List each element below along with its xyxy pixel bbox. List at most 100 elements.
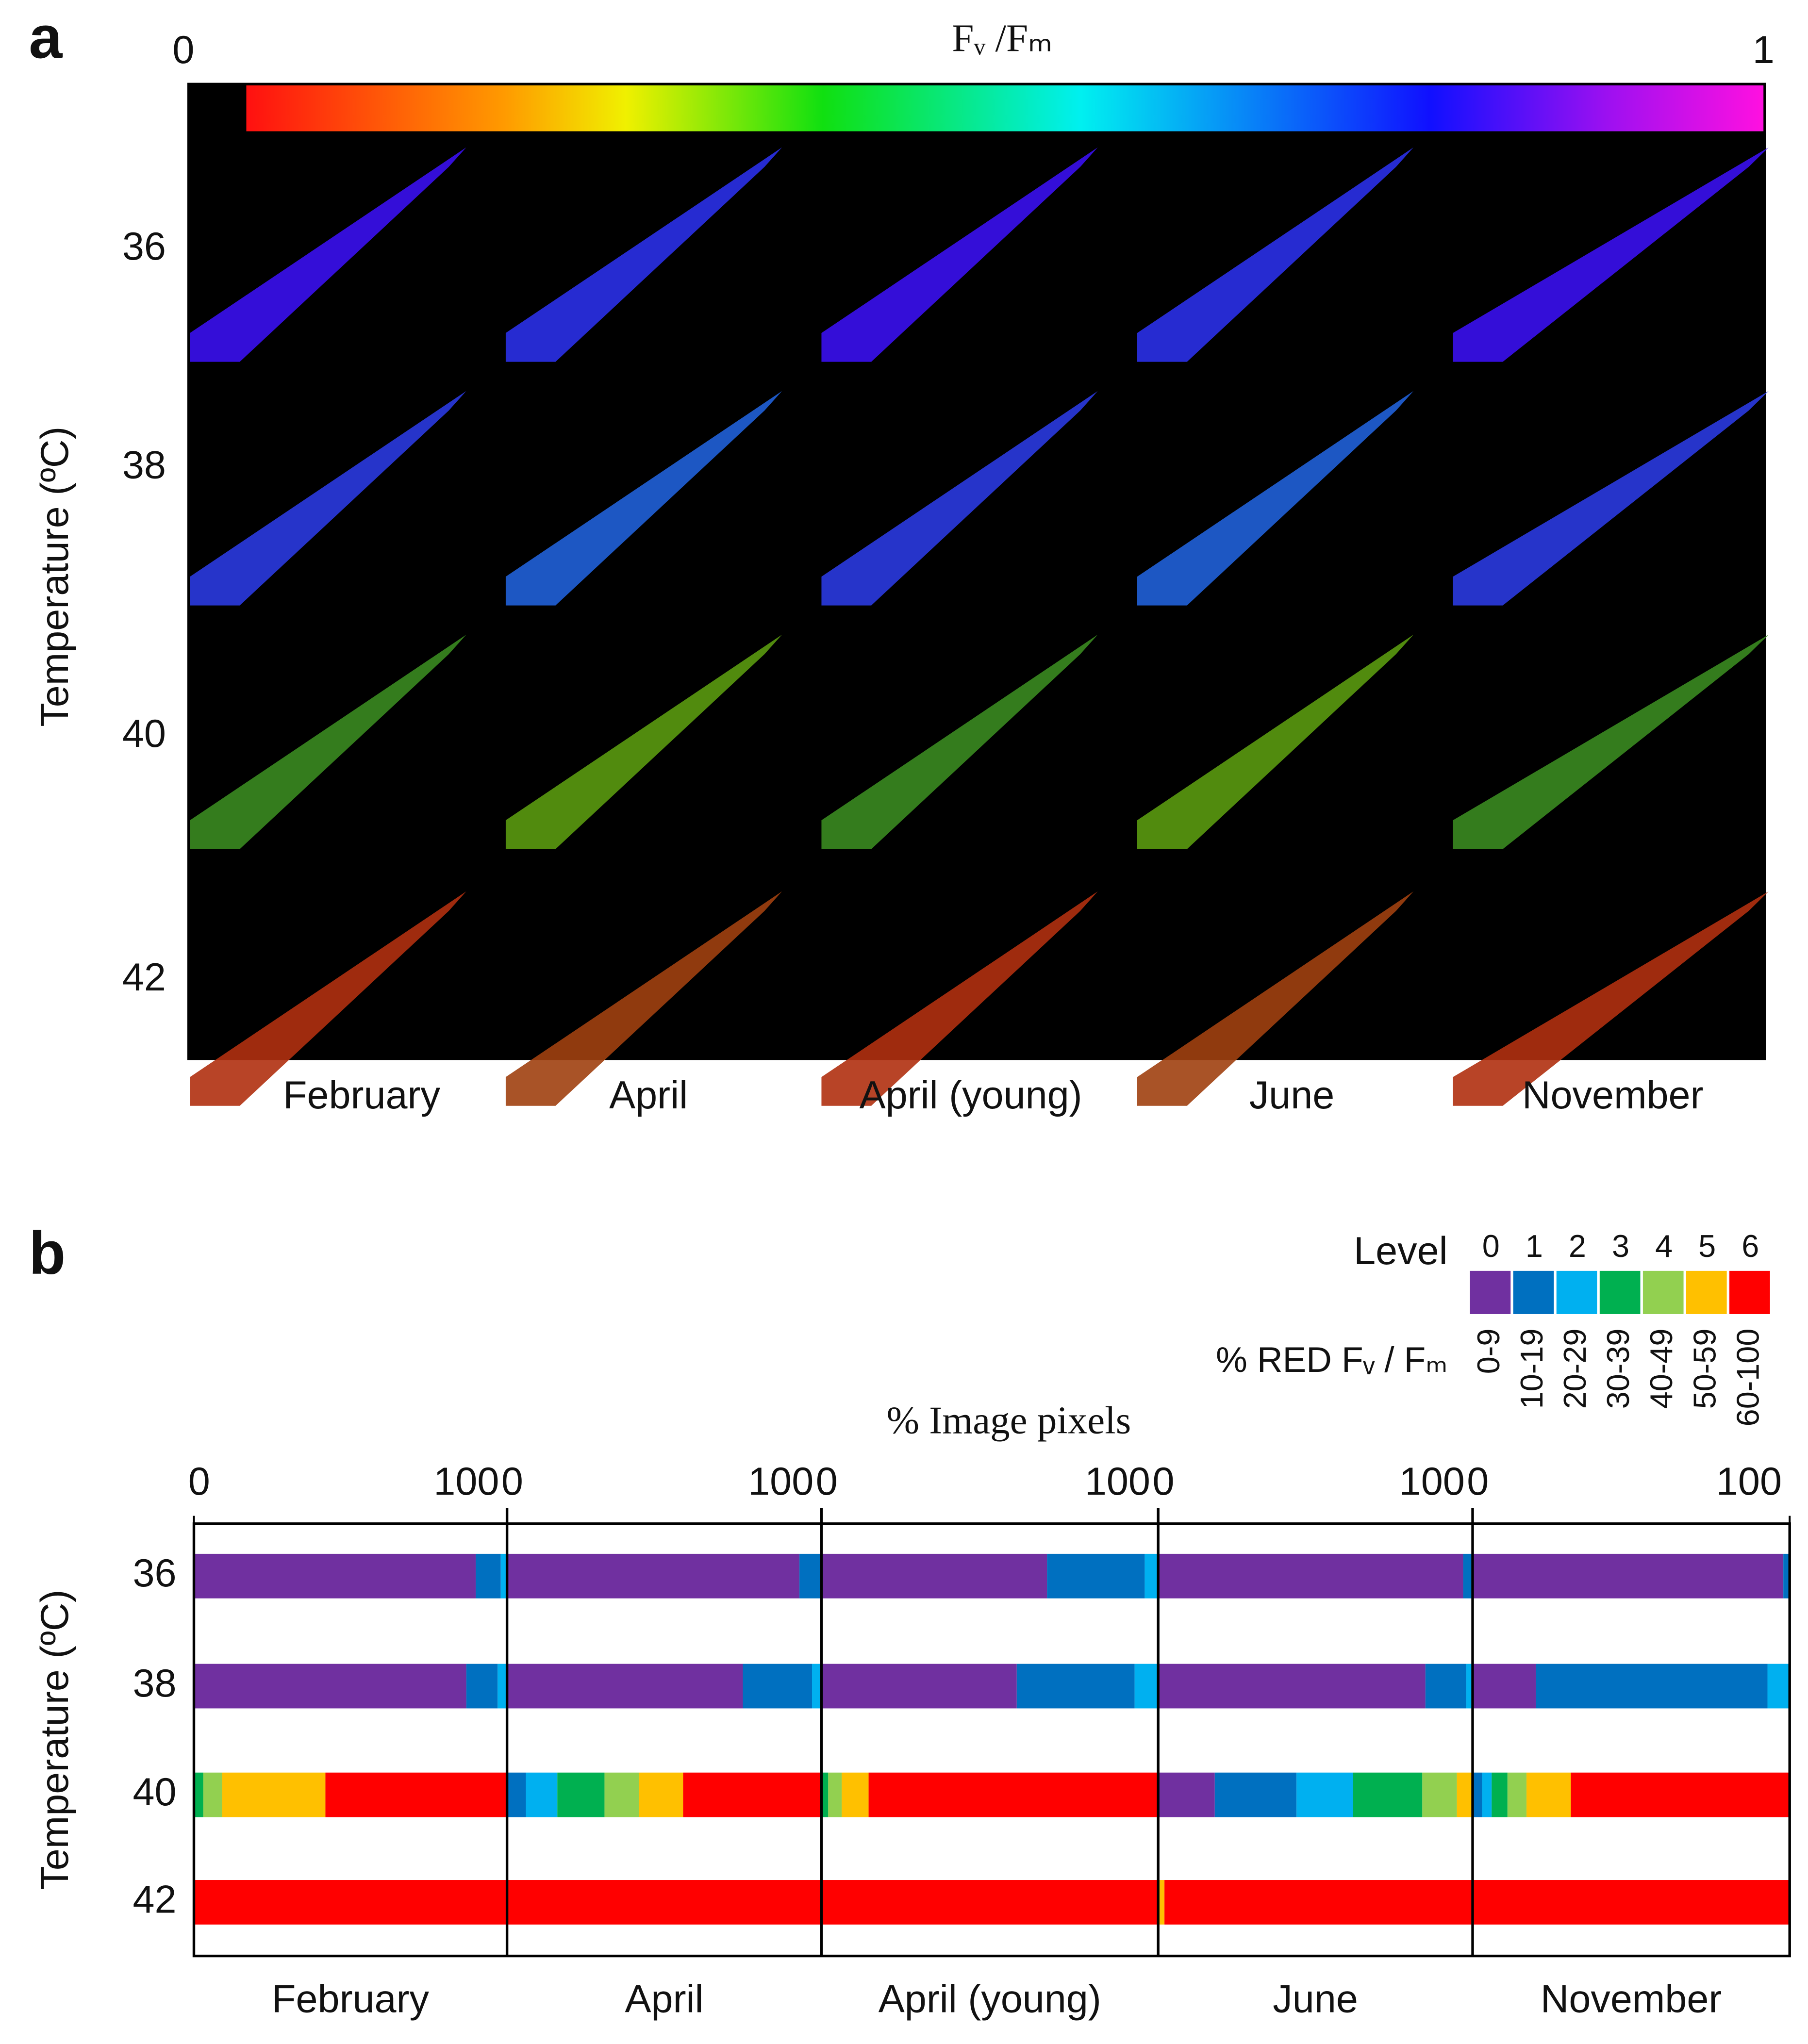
x-tick-label: 0 [1152,1460,1174,1503]
x-axis-label: % Image pixels [887,1398,1131,1442]
bar-segment [194,1880,507,1925]
legend-label: 4 [1655,1228,1673,1264]
legend-range: 10-19 [1514,1329,1549,1409]
bar-segment [743,1664,813,1709]
panel-month-label: June [1273,1977,1358,2021]
panel-label: b [29,1220,66,1287]
colorbar-title: Fᵥ /Fₘ [952,16,1052,60]
leaf-image [190,634,466,849]
bar-segment [1158,1664,1426,1709]
bar-segment [828,1772,842,1817]
leaf-image [1137,634,1414,849]
bar-segment [1425,1664,1467,1709]
leaf-image [821,147,1098,362]
bar-segment [1783,1553,1790,1599]
leaf-image [190,891,466,1106]
bar-segment [1472,1553,1784,1599]
x-tick-label: 100 [1716,1460,1782,1503]
y-tick-label: 38 [133,1662,176,1705]
panel-month-label: November [1541,1977,1722,2021]
legend-swatch [1513,1270,1554,1314]
bar-segment [1164,1880,1473,1925]
colorbar-tick-label: 1 [1753,28,1775,72]
leaf-image [505,391,782,606]
y-axis-label: Temperature (ºC) [33,1590,77,1890]
bar-segment [507,1553,800,1599]
leaf-image [821,891,1098,1106]
legend-swatch [1599,1270,1641,1314]
legend-range: 60-100 [1730,1329,1765,1427]
leaf-image [1453,147,1769,362]
plot-frame [192,1522,1791,1958]
bar-segment [1472,1664,1536,1709]
bar-segment [1158,1880,1165,1925]
legend-swatch [1686,1270,1727,1314]
panel-month-label: February [272,1977,430,2021]
row-label: 40 [122,712,166,756]
leaf-image [505,891,782,1106]
leaf-image [190,391,466,606]
bar-segment [1145,1553,1159,1599]
bar-segment [194,1664,466,1709]
legend-label: 1 [1526,1228,1543,1264]
bar-segment [507,1664,743,1709]
leaf-image [1453,634,1769,849]
leaf-image [1137,391,1414,606]
bar-segment [194,1772,203,1817]
row-label: 38 [122,444,166,487]
bar-segment [1047,1553,1145,1599]
bar-segment [821,1880,1159,1925]
leaf-image [821,391,1098,606]
x-tick-label: 0 [816,1460,838,1503]
bar-segment [1214,1772,1297,1817]
y-axis-label: Temperature (ºC) [33,427,77,727]
bar-segment [1482,1772,1492,1817]
panel-month-label: April [625,1977,704,2021]
bar-segment [868,1772,1159,1817]
bar-segment [812,1664,822,1709]
column-label: April [609,1073,688,1117]
x-tick-label: 100 [748,1460,813,1503]
column-label: June [1249,1073,1335,1117]
colorbar [246,85,1764,132]
bar-segment [821,1772,829,1817]
legend-range: 30-39 [1600,1329,1636,1409]
legend-swatch [1642,1270,1684,1314]
bar-segment [1492,1772,1508,1817]
x-tick-label: 0 [1467,1460,1489,1503]
bar-segment [1472,1880,1790,1925]
leaf-image [1137,891,1414,1106]
x-tick-label: 0 [188,1460,210,1503]
bar-segment [1466,1664,1473,1709]
leaf-image [1453,391,1769,606]
legend-swatch [1556,1270,1597,1314]
legend-label: 5 [1698,1228,1716,1264]
bar-segment [1134,1664,1159,1709]
x-tick-label: 100 [1085,1460,1150,1503]
legend-swatch [1470,1270,1511,1314]
bar-segment [1526,1772,1571,1817]
legend-range: 40-49 [1643,1329,1679,1409]
bar-segment [526,1772,558,1817]
bar-segment [821,1553,1047,1599]
legend-label: 2 [1569,1228,1586,1264]
row-label: 36 [122,225,166,268]
legend-label: 3 [1612,1228,1629,1264]
legend-range: 20-29 [1557,1329,1592,1409]
bar-segment [1158,1553,1463,1599]
legend-subtitle: % RED Fᵥ / Fₘ [1216,1340,1448,1380]
bar-segment [842,1772,869,1817]
bar-segment [1767,1664,1790,1709]
bar-segment [1158,1772,1215,1817]
bar-segment [194,1553,476,1599]
bar-segment [1463,1553,1473,1599]
leaf-image [505,634,782,849]
bar-segment [1353,1772,1423,1817]
row-label: 42 [122,956,166,999]
y-tick-label: 40 [133,1770,176,1814]
leaf-image [505,147,782,362]
bar-segment [639,1772,683,1817]
leaf-image [821,634,1098,849]
bar-segment [799,1553,822,1599]
